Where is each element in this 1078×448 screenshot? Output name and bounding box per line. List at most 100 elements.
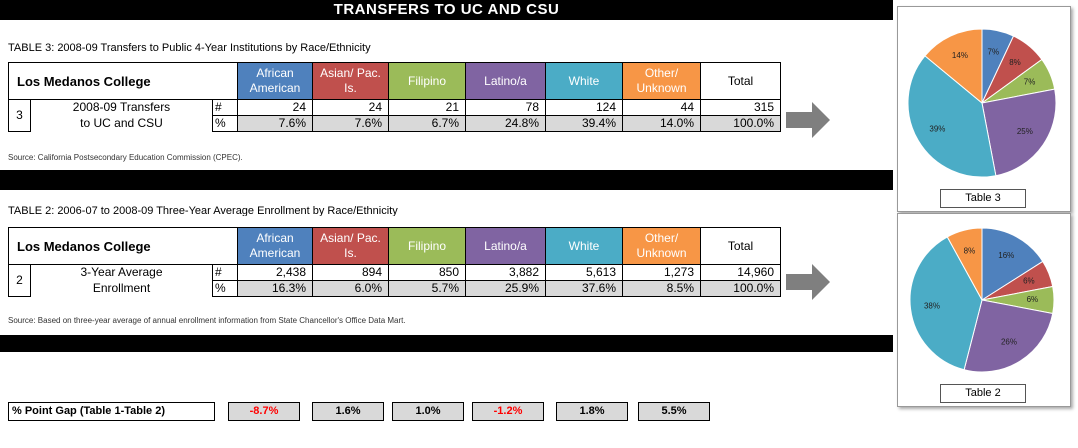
source-note: Source: California Postsecondary Educati…	[8, 153, 243, 162]
pie-chart: 16% 6% 6% 26% 38% 8%	[909, 227, 1055, 373]
value-cell: 44	[622, 99, 701, 116]
value-cell: 100.0%	[700, 280, 781, 297]
table-number: 2	[8, 264, 31, 297]
value-cell: 894	[312, 264, 389, 281]
column-header: Other/ Unknown	[622, 62, 701, 100]
value-cell: 39.4%	[545, 115, 623, 132]
data-table: Los Medanos College African American Asian…	[8, 62, 781, 132]
gap-value: 1.8%	[556, 402, 628, 421]
value-cell: 25.9%	[465, 280, 546, 297]
data-row: Enrollment% 16.3% 6.0% 5.7% 25.9% 37.6% 8.5% 10…	[9, 280, 781, 297]
value-cell: 100.0%	[700, 115, 781, 132]
unit: #	[212, 99, 238, 116]
column-header: African American	[237, 62, 313, 100]
slice-label: 7%	[988, 48, 1000, 57]
data-row: 3 2008-09 Transfers #24 24 21 78 124 44 315	[8, 99, 781, 132]
value-cell: 1,273	[622, 264, 701, 281]
row-label: to UC and CSU	[30, 115, 213, 132]
gap-value: 1.0%	[392, 402, 464, 421]
value-cell: 5,613	[545, 264, 623, 281]
source-note: Source: Based on three-year average of a…	[8, 316, 406, 325]
pie-slice	[981, 227, 1044, 301]
value-cell: 24.8%	[465, 115, 546, 132]
pie-box: 16% 6% 6% 26% 38% 8% Table 2	[897, 213, 1071, 407]
slice-label: 8%	[964, 246, 976, 255]
value-cell: 6.7%	[388, 115, 466, 132]
college-name: Los Medanos College	[8, 227, 238, 265]
gap-label: % Point Gap (Table 1-Table 2)	[8, 402, 215, 421]
pie-label: Table 2	[940, 384, 1026, 403]
value-cell: 6.0%	[312, 280, 389, 297]
value-cell: 37.6%	[545, 280, 623, 297]
value-cell: 16.3%	[237, 280, 313, 297]
table-caption: TABLE 2: 2006-07 to 2008-09 Three-Year A…	[8, 205, 398, 216]
pie-label: Table 3	[940, 189, 1026, 208]
slice-label: 38%	[924, 301, 940, 310]
data-row: to UC and CSU% 7.6% 7.6% 6.7% 24.8% 39.4% 14.0…	[9, 115, 781, 132]
slice-label: 8%	[1009, 58, 1021, 67]
value-cell: 24	[312, 99, 389, 116]
column-header: Latino/a	[465, 227, 546, 265]
unit: #	[212, 264, 238, 281]
gap-value: -1.2%	[472, 402, 544, 421]
slice-label: 16%	[998, 251, 1014, 260]
gap-value: 5.5%	[638, 402, 710, 421]
header-row: Los Medanos College African American Asian…	[8, 227, 781, 265]
table-body: Los Medanos College African American Asian…	[8, 227, 781, 297]
pie-slice	[963, 299, 1054, 373]
value-cell: 21	[388, 99, 466, 116]
slice-label: 14%	[952, 51, 968, 60]
college-name: Los Medanos College	[8, 62, 238, 100]
column-header: Filipino	[388, 227, 466, 265]
column-header: Asian/ Pac. Is.	[312, 227, 389, 265]
table-body: Los Medanos College African American Asian…	[8, 62, 781, 132]
slice-label: 26%	[1001, 338, 1017, 347]
data-row: 2 3-Year Average #2,438 894 850 3,882 5,613 1,2…	[8, 264, 781, 297]
pie-box: 7% 8% 7% 25% 39% 14% Table 3	[897, 6, 1071, 212]
table-caption: TABLE 3: 2008-09 Transfers to Public 4-Y…	[8, 42, 371, 54]
row-label: Enrollment	[30, 280, 213, 297]
arrow	[786, 102, 830, 138]
table-number: 3	[8, 99, 31, 132]
value-cell: 3,882	[465, 264, 546, 281]
column-header: Asian/ Pac. Is.	[312, 62, 389, 100]
header-row: Los Medanos College African American Asian…	[8, 62, 781, 100]
slice-label: 6%	[1023, 277, 1035, 286]
pie-slice	[909, 236, 983, 371]
column-header: White	[545, 227, 623, 265]
unit: %	[212, 280, 238, 297]
value-cell: 7.6%	[237, 115, 313, 132]
value-cell: 124	[545, 99, 623, 116]
divider-bar	[0, 170, 893, 190]
pie-slice	[924, 28, 983, 105]
row-label: 3-Year Average	[30, 264, 213, 281]
arrow	[786, 264, 830, 300]
gap-value: -8.7%	[228, 402, 300, 421]
value-cell: 7.6%	[312, 115, 389, 132]
gap-value: 1.6%	[312, 402, 384, 421]
column-header: Filipino	[388, 62, 466, 100]
slice-label: 7%	[1024, 78, 1036, 87]
slice-label: 25%	[1017, 127, 1033, 136]
column-header: White	[545, 62, 623, 100]
slice-label: 6%	[1027, 295, 1039, 304]
data-table: Los Medanos College African American Asian…	[8, 227, 781, 297]
value-cell: 14.0%	[622, 115, 701, 132]
column-header: Latino/a	[465, 62, 546, 100]
title-bar: TRANSFERS TO UC AND CSU	[0, 0, 893, 20]
pie-slice	[946, 227, 983, 301]
value-cell: 2,438	[237, 264, 313, 281]
pie-slice	[981, 88, 1057, 177]
column-header: Total	[700, 227, 781, 265]
value-cell: 5.7%	[388, 280, 466, 297]
row-label: 2008-09 Transfers	[30, 99, 213, 116]
divider-bar	[0, 335, 893, 352]
value-cell: 24	[237, 99, 313, 116]
unit: %	[212, 115, 238, 132]
value-cell: 14,960	[700, 264, 781, 281]
value-cell: 78	[465, 99, 546, 116]
value-cell: 8.5%	[622, 280, 701, 297]
column-header: Other/ Unknown	[622, 227, 701, 265]
value-cell: 850	[388, 264, 466, 281]
